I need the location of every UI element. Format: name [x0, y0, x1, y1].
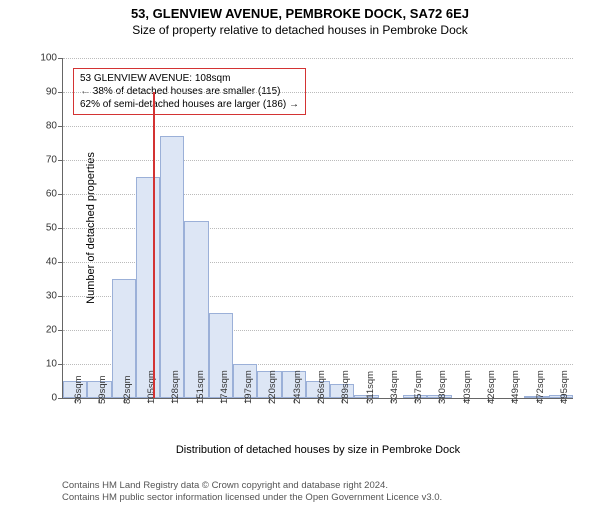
ytick-mark [58, 228, 63, 229]
xtick-label: 128sqm [170, 370, 181, 404]
xtick-label: 472sqm [535, 370, 546, 404]
ytick-mark [58, 364, 63, 365]
ytick-label: 70 [46, 155, 57, 166]
xtick-label: 266sqm [316, 370, 327, 404]
ytick-label: 100 [40, 53, 57, 64]
xtick-label: 197sqm [243, 370, 254, 404]
ytick-label: 20 [46, 325, 57, 336]
ytick-label: 90 [46, 87, 57, 98]
xtick-label: 449sqm [510, 370, 521, 404]
histogram-bar [160, 136, 184, 398]
xtick-label: 174sqm [219, 370, 230, 404]
ytick-mark [58, 126, 63, 127]
grid-line [63, 92, 573, 93]
xtick-label: 426sqm [486, 370, 497, 404]
ytick-label: 80 [46, 121, 57, 132]
xtick-label: 82sqm [122, 375, 133, 404]
ytick-label: 60 [46, 189, 57, 200]
xtick-label: 36sqm [73, 375, 84, 404]
chart-title-sub: Size of property relative to detached ho… [0, 23, 600, 37]
xtick-label: 311sqm [365, 371, 376, 404]
ytick-mark [58, 398, 63, 399]
footer-line: Contains HM Land Registry data © Crown c… [62, 480, 442, 492]
histogram-bar [136, 177, 160, 398]
ytick-mark [58, 262, 63, 263]
xtick-label: 357sqm [413, 370, 424, 404]
ytick-label: 0 [51, 393, 57, 404]
footer-line: Contains HM public sector information li… [62, 492, 442, 504]
xtick-label: 105sqm [146, 370, 157, 404]
ytick-label: 30 [46, 291, 57, 302]
xtick-label: 220sqm [267, 370, 278, 404]
xtick-label: 403sqm [462, 370, 473, 404]
xtick-label: 380sqm [437, 370, 448, 404]
grid-line [63, 58, 573, 59]
annotation-line: 62% of semi-detached houses are larger (… [80, 98, 299, 111]
x-axis-label: Distribution of detached houses by size … [176, 444, 460, 456]
chart-container: Number of detached properties Distributi… [0, 48, 600, 448]
xtick-label: 334sqm [389, 370, 400, 404]
xtick-label: 59sqm [97, 375, 108, 404]
ytick-mark [58, 296, 63, 297]
xtick-label: 243sqm [292, 370, 303, 404]
grid-line [63, 126, 573, 127]
ytick-mark [58, 58, 63, 59]
ytick-mark [58, 160, 63, 161]
xtick-label: 289sqm [340, 370, 351, 404]
ytick-mark [58, 194, 63, 195]
chart-title-main: 53, GLENVIEW AVENUE, PEMBROKE DOCK, SA72… [0, 6, 600, 21]
annotation-line: 53 GLENVIEW AVENUE: 108sqm [80, 72, 299, 85]
ytick-mark [58, 92, 63, 93]
grid-line [63, 160, 573, 161]
ytick-label: 10 [46, 359, 57, 370]
ytick-label: 40 [46, 257, 57, 268]
xtick-label: 151sqm [195, 370, 206, 404]
xtick-label: 495sqm [559, 370, 570, 404]
ytick-mark [58, 330, 63, 331]
footer-attribution: Contains HM Land Registry data © Crown c… [62, 480, 442, 504]
ytick-label: 50 [46, 223, 57, 234]
plot-area: Number of detached properties Distributi… [62, 58, 573, 399]
marker-line [153, 92, 155, 398]
